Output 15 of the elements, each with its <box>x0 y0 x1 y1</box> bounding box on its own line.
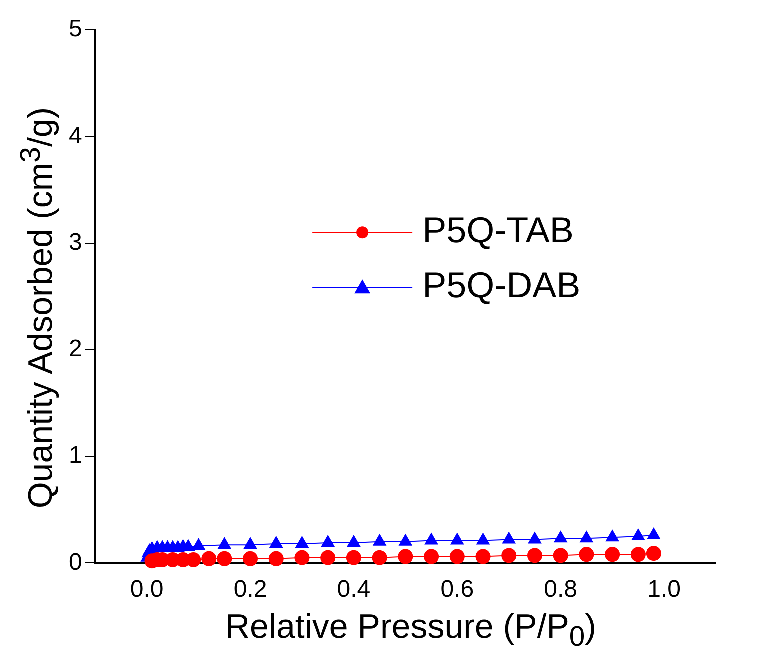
y-tick-label: 5 <box>68 16 82 43</box>
x-tick-label: 0.6 <box>440 576 474 604</box>
y-tick-label: 1 <box>68 442 82 470</box>
y-tick-label: 2 <box>68 336 82 363</box>
x-tick-label: 0.0 <box>130 576 164 604</box>
y-tick-label: 0 <box>68 548 82 576</box>
y-tick-label: 3 <box>68 228 82 256</box>
legend-label: P5Q-TAB <box>422 210 574 251</box>
legend-label: P5Q-DAB <box>422 264 581 306</box>
x-tick-label: 0.8 <box>544 576 578 604</box>
y-tick-label: 4 <box>68 122 82 150</box>
x-tick-label: 0.2 <box>234 576 268 604</box>
x-axis-title: Relative Pressure (P/P$_{0}$) <box>226 608 596 654</box>
x-tick-label: 1.0 <box>648 576 681 604</box>
x-tick-label: 0.4 <box>337 576 371 604</box>
